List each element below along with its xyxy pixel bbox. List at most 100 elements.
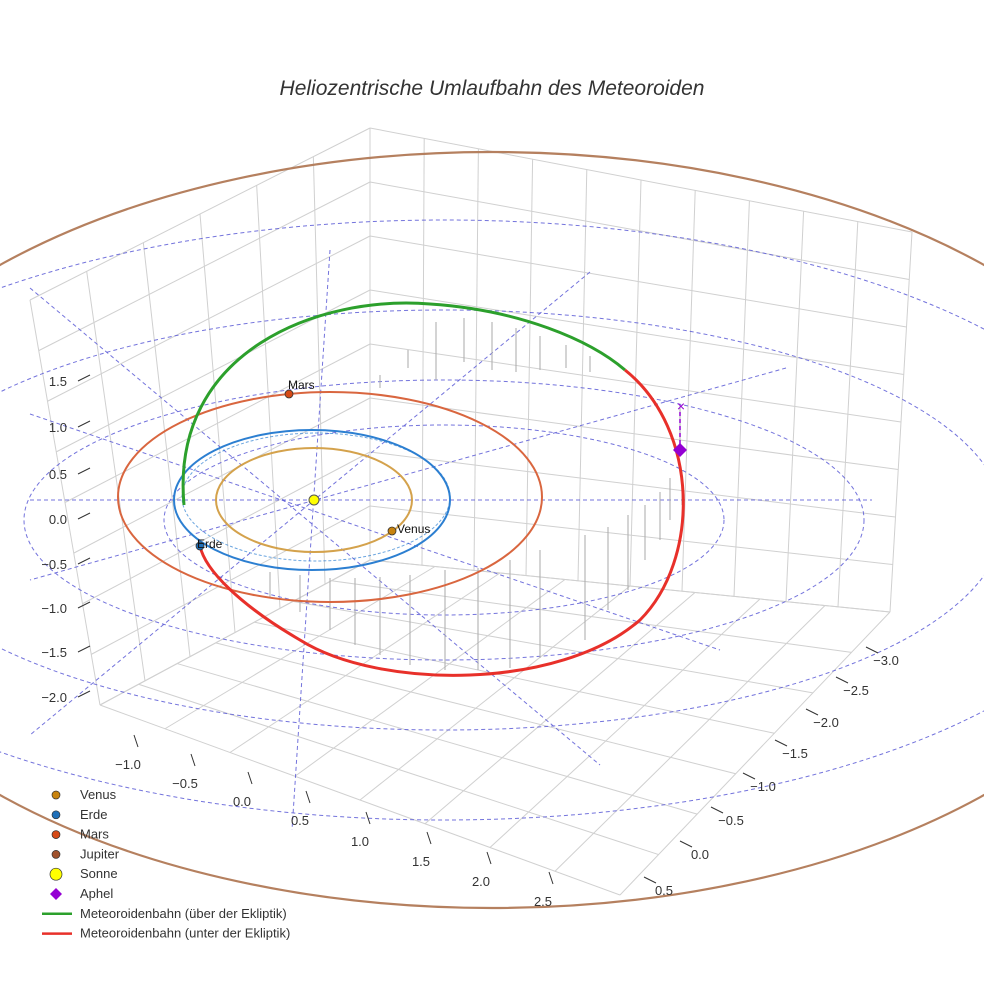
grid-line <box>91 505 371 655</box>
x-tick-label: −0.5 <box>172 776 198 791</box>
grid-line <box>369 397 899 470</box>
grid-line <box>424 592 696 825</box>
z-tick-mark <box>77 557 91 565</box>
mars-orbit <box>117 391 543 603</box>
x-tick-mark <box>548 871 554 885</box>
z-tick-label: 1.0 <box>49 420 67 435</box>
legend-circle-swatch <box>49 867 63 881</box>
grid-line <box>369 451 896 518</box>
legend-item: Sonne <box>49 866 118 881</box>
grid-line <box>369 505 893 565</box>
legend-circle-swatch <box>51 850 61 859</box>
x-tick-label: 2.5 <box>534 894 552 909</box>
y-tick-label: −1.5 <box>782 746 808 761</box>
grid-line <box>554 605 826 872</box>
z-tick-mark <box>77 374 91 382</box>
trajectory-above-ecliptic <box>181 301 626 506</box>
grid-line <box>489 598 761 848</box>
z-tick-mark <box>77 467 91 475</box>
x-tick-mark <box>365 811 371 825</box>
reference-ellipse <box>23 379 865 661</box>
x-tick-label: 0.0 <box>233 794 251 809</box>
legend-label: Venus <box>80 787 117 802</box>
y-tick-label: −2.5 <box>843 683 869 698</box>
x-tick-mark <box>247 771 253 785</box>
z-tick-label: −1.0 <box>41 601 67 616</box>
z-tick-mark <box>77 690 91 698</box>
legend-item: Meteoroidenbahn (unter der Ekliptik) <box>42 926 290 941</box>
grid-line <box>369 343 902 423</box>
legend-label: Mars <box>80 827 109 842</box>
z-tick-label: 0.5 <box>49 467 67 482</box>
y-tick-label: 0.0 <box>691 847 709 862</box>
chart-title: Heliozentrische Umlaufbahn des Meteoroid… <box>280 77 705 100</box>
z-tick-mark <box>77 420 91 428</box>
y-tick-mark <box>679 840 693 848</box>
y-tick-mark <box>774 739 788 747</box>
reference-radial <box>291 249 331 831</box>
y-tick-label: −3.0 <box>873 653 899 668</box>
x-tick-label: 0.5 <box>291 813 309 828</box>
trajectory-below-ecliptic <box>198 368 685 677</box>
aphelion-marker <box>673 443 687 457</box>
axis-ticks: 1.5 1.0 0.5 0.0 −0.5 −1.0 −1.5 −2.0 −1.0 −0.5 0.0 0… <box>41 374 899 909</box>
reference-ellipse <box>0 219 984 821</box>
grid-line <box>229 572 501 753</box>
x-tick-label: 1.5 <box>412 854 430 869</box>
legend-item: Erde <box>51 807 107 822</box>
planet-orbits <box>0 151 984 909</box>
z-tick-label: −2.0 <box>41 690 67 705</box>
y-tick-mark <box>805 708 819 716</box>
legend-item: Meteoroidenbahn (über der Ekliptik) <box>42 906 287 921</box>
legend-label: Meteoroidenbahn (über der Ekliptik) <box>80 906 287 921</box>
legend-item: Mars <box>51 827 109 842</box>
earth-marker <box>195 541 205 551</box>
z-tick-label: −1.5 <box>41 645 67 660</box>
x-tick-mark <box>426 831 432 845</box>
venus-marker <box>387 526 397 536</box>
y-tick-mark <box>710 806 724 814</box>
legend-diamond-swatch <box>50 888 62 900</box>
legend-label: Jupiter <box>80 846 120 861</box>
aphelion-projection: × <box>677 398 685 414</box>
grid-line <box>369 235 907 328</box>
y-tick-label: −0.5 <box>718 813 744 828</box>
y-tick-mark <box>835 676 849 684</box>
legend-circle-swatch <box>51 790 61 800</box>
legend-item: Venus <box>51 787 117 802</box>
reference-radial <box>29 367 787 581</box>
x-tick-mark <box>190 753 196 767</box>
y-tick-mark <box>742 772 756 780</box>
markers: × Venus Erde Mars <box>195 378 687 551</box>
legend: Venus Erde Mars Jupiter Sonne Aphel Meteoroide… <box>42 787 290 941</box>
reference-radial <box>29 413 721 651</box>
x-tick-mark <box>305 790 311 804</box>
sun-marker <box>308 494 320 506</box>
grid-line <box>369 127 913 233</box>
earth-orbit <box>173 429 451 571</box>
axis-grid <box>29 127 913 896</box>
reference-ellipse <box>163 424 725 616</box>
x-tick-mark <box>486 851 492 865</box>
legend-label: Erde <box>80 807 107 822</box>
legend-label: Sonne <box>80 866 118 881</box>
x-tick-label: −1.0 <box>115 757 141 772</box>
legend-circle-swatch <box>51 810 61 820</box>
y-tick-label: −1.0 <box>750 779 776 794</box>
z-tick-mark <box>77 512 91 520</box>
grid-line <box>64 343 371 503</box>
y-tick-mark <box>643 876 657 884</box>
legend-label: Meteoroidenbahn (unter der Ekliptik) <box>80 926 290 941</box>
x-tick-mark <box>133 734 139 748</box>
venus-label: Venus <box>397 522 430 536</box>
z-tick-label: 1.5 <box>49 374 67 389</box>
grid-line <box>99 559 371 706</box>
grid-line <box>369 289 904 375</box>
grid-line <box>47 235 371 402</box>
mars-marker <box>284 389 294 399</box>
y-tick-label: 0.5 <box>655 883 673 898</box>
grid-line <box>294 579 566 777</box>
z-tick-mark <box>77 645 91 653</box>
reference-radial <box>29 287 601 766</box>
